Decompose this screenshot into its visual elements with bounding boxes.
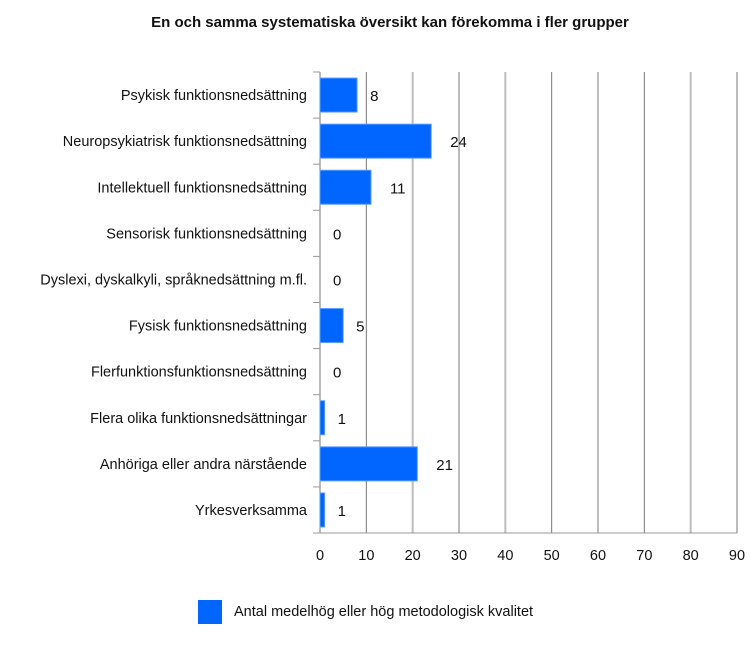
- category-label: Neuropsykiatrisk funktionsnedsättning: [63, 134, 307, 150]
- category-label: Intellektuell funktionsnedsättning: [97, 180, 307, 196]
- data-label: 0: [333, 226, 341, 243]
- data-label: 5: [356, 319, 364, 336]
- chart-title: En och samma systematiska översikt kan f…: [151, 14, 629, 31]
- data-label: 11: [390, 180, 406, 197]
- data-label: 0: [333, 272, 341, 289]
- category-label: Anhöriga eller andra närstående: [100, 457, 307, 473]
- data-label: 24: [450, 134, 467, 151]
- data-label: 1: [338, 503, 346, 520]
- x-tick-label: 20: [405, 548, 421, 564]
- bar: [319, 169, 372, 205]
- legend: Antal medelhög eller hög metodologisk kv…: [198, 600, 533, 624]
- category-label: Psykisk funktionsnedsättning: [121, 88, 307, 104]
- bar: [319, 492, 326, 528]
- x-tick-label: 0: [316, 548, 324, 564]
- legend-swatch: [198, 600, 222, 624]
- category-label: Yrkesverksamma: [195, 503, 308, 519]
- bar: [319, 77, 358, 113]
- data-label: 21: [436, 457, 453, 474]
- legend-label: Antal medelhög eller hög metodologisk kv…: [234, 604, 534, 620]
- x-tick-label: 30: [451, 548, 467, 564]
- category-label: Fysisk funktionsnedsättning: [129, 319, 307, 335]
- x-tick-label: 80: [683, 548, 699, 564]
- category-label: Flera olika funktionsnedsättningar: [90, 411, 307, 427]
- data-label: 0: [333, 365, 341, 382]
- bar: [319, 123, 432, 159]
- data-label: 1: [338, 411, 346, 428]
- bar: [319, 308, 344, 344]
- data-label: 8: [370, 88, 378, 105]
- category-label: Dyslexi, dyskalkyli, språknedsättning m.…: [40, 272, 307, 288]
- category-label: Flerfunktionsfunktionsnedsättning: [91, 365, 307, 381]
- x-tick-label: 60: [590, 548, 606, 564]
- x-tick-label: 90: [729, 548, 745, 564]
- category-label: Sensorisk funktionsnedsättning: [106, 226, 307, 242]
- bar: [319, 446, 418, 482]
- x-tick-label: 50: [544, 548, 560, 564]
- x-tick-label: 70: [636, 548, 652, 564]
- x-tick-label: 10: [358, 548, 374, 564]
- x-tick-label: 40: [497, 548, 513, 564]
- bar: [319, 400, 326, 436]
